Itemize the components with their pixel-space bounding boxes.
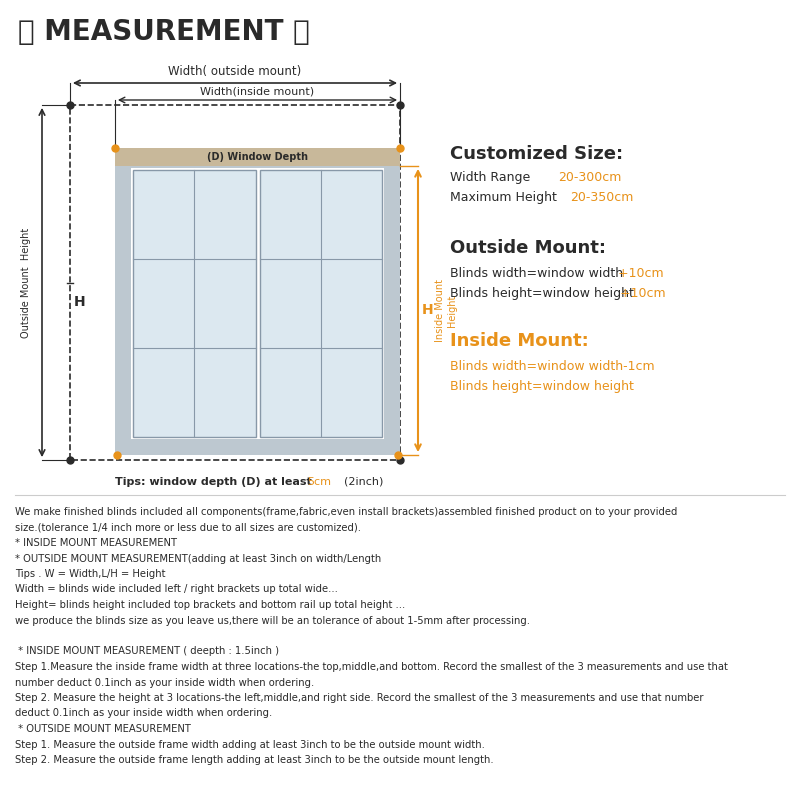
Text: we produce the blinds size as you leave us,there will be an tolerance of about 1: we produce the blinds size as you leave … (15, 615, 530, 626)
Text: Width Range: Width Range (450, 171, 530, 184)
Text: 5cm: 5cm (307, 477, 331, 487)
Text: We make finished blinds included all components(frame,fabric,even install bracke: We make finished blinds included all com… (15, 507, 678, 517)
Text: 20-300cm: 20-300cm (558, 171, 622, 184)
Text: Height= blinds height included top brackets and bottom rail up total height ...: Height= blinds height included top brack… (15, 600, 406, 610)
Text: * OUTSIDE MOUNT MEASUREMENT: * OUTSIDE MOUNT MEASUREMENT (15, 724, 191, 734)
Text: Blinds width=window width: Blinds width=window width (450, 267, 623, 280)
Text: +10cm: +10cm (614, 267, 664, 280)
Bar (259, 170, 382, 437)
Text: (D) Window Depth: (D) Window Depth (207, 152, 308, 162)
Text: (2inch): (2inch) (330, 477, 383, 487)
Text: 【 MEASUREMENT 】: 【 MEASUREMENT 】 (18, 18, 310, 46)
Text: Step 2. Measure the height at 3 locations-the left,middle,and right side. Record: Step 2. Measure the height at 3 location… (15, 693, 703, 703)
Text: Blinds height=window height: Blinds height=window height (450, 287, 634, 300)
Text: Customized Size:: Customized Size: (450, 145, 623, 163)
Text: 20-350cm: 20-350cm (570, 191, 634, 204)
Text: Inside Mount:: Inside Mount: (450, 332, 589, 350)
Text: Width = blinds wide included left / right brackets up total wide...: Width = blinds wide included left / righ… (15, 585, 338, 594)
Text: Step 1.Measure the inside frame width at three locations-the top,middle,and bott: Step 1.Measure the inside frame width at… (15, 662, 728, 672)
Text: Width(inside mount): Width(inside mount) (201, 87, 314, 97)
Bar (131, 168, 384, 439)
Text: number deduct 0.1inch as your inside width when ordering.: number deduct 0.1inch as your inside wid… (15, 678, 314, 687)
Text: * OUTSIDE MOUNT MEASUREMENT(adding at least 3inch on width/Length: * OUTSIDE MOUNT MEASUREMENT(adding at le… (15, 554, 382, 563)
Text: Inside Mount
Height: Inside Mount Height (435, 279, 457, 342)
Bar (70, 105, 400, 460)
Text: H: H (422, 303, 434, 318)
Bar (115, 148, 400, 455)
Text: Blinds height=window height: Blinds height=window height (450, 380, 634, 393)
Text: deduct 0.1inch as your inside width when ordering.: deduct 0.1inch as your inside width when… (15, 709, 272, 718)
Text: * INSIDE MOUNT MEASUREMENT ( deepth : 1.5inch ): * INSIDE MOUNT MEASUREMENT ( deepth : 1.… (15, 646, 279, 657)
Text: * INSIDE MOUNT MEASUREMENT: * INSIDE MOUNT MEASUREMENT (15, 538, 177, 548)
Text: Maximum Height: Maximum Height (450, 191, 557, 204)
Text: Tips: window depth (D) at least: Tips: window depth (D) at least (115, 477, 316, 487)
Text: Step 2. Measure the outside frame length adding at least 3inch to be the outside: Step 2. Measure the outside frame length… (15, 755, 494, 765)
Text: +10cm: +10cm (616, 287, 666, 300)
Bar (115, 148, 400, 166)
Text: Tips . W = Width,L/H = Height: Tips . W = Width,L/H = Height (15, 569, 166, 579)
Text: Blinds width=window width-1cm: Blinds width=window width-1cm (450, 360, 654, 373)
Text: Step 1. Measure the outside frame width adding at least 3inch to be the outside : Step 1. Measure the outside frame width … (15, 739, 485, 750)
Text: Width( outside mount): Width( outside mount) (168, 65, 302, 78)
Text: H: H (74, 294, 86, 309)
Text: Outside Mount:: Outside Mount: (450, 239, 606, 257)
Bar (133, 170, 255, 437)
Text: Outside Mount  Height: Outside Mount Height (21, 227, 31, 338)
Text: size.(tolerance 1/4 inch more or less due to all sizes are customized).: size.(tolerance 1/4 inch more or less du… (15, 522, 361, 533)
